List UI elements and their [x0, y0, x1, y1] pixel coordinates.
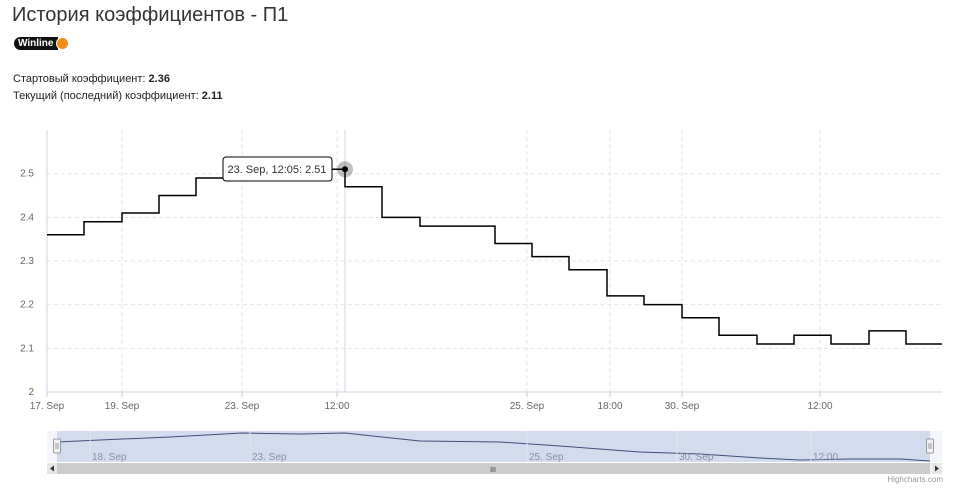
- tooltip: 23. Sep, 12:05: 2.51: [222, 156, 333, 182]
- tooltip-box: [222, 156, 333, 182]
- x-tick-label: 25. Sep: [510, 401, 545, 412]
- handle-body[interactable]: [926, 438, 934, 454]
- navigator-label: 12:00: [813, 452, 838, 463]
- x-tick-label: 17. Sep: [30, 401, 65, 412]
- current-coefficient-value: 2.11: [201, 90, 223, 102]
- start-coefficient: Стартовый коэффициент: 2.36: [13, 73, 170, 85]
- navigator-label: 30. Sep: [679, 452, 714, 463]
- page-title: История коэффициентов - П1: [12, 4, 289, 26]
- navigator-selection[interactable]: [57, 431, 930, 462]
- bookmaker-label: Winline: [14, 37, 59, 50]
- y-tick-label: 2.5: [20, 169, 34, 180]
- scrollbar-grip-icon: III: [490, 467, 496, 474]
- credits-text[interactable]: Highcharts.com: [887, 475, 943, 484]
- y-tick-label: 2.4: [20, 212, 34, 223]
- chart-grid: [46, 130, 942, 392]
- scrollbar-thumb[interactable]: [57, 463, 930, 474]
- x-tick-label: 18:00: [597, 401, 622, 412]
- current-coefficient: Текущий (последний) коэффициент: 2.11: [13, 90, 223, 102]
- bookmaker-badge[interactable]: Winline: [14, 37, 70, 50]
- navigator-label: 25. Sep: [529, 452, 564, 463]
- y-tick-label: 2.3: [20, 256, 34, 267]
- navigator-label: 23. Sep: [252, 452, 287, 463]
- navigator-label: 18. Sep: [92, 452, 127, 463]
- y-axis: 2 2.1 2.2 2.3 2.4 2.5: [20, 130, 48, 398]
- navigator-scrollbar[interactable]: III: [47, 463, 942, 474]
- x-tick-label: 19. Sep: [105, 401, 140, 412]
- start-coefficient-label: Стартовый коэффициент:: [13, 73, 149, 85]
- y-tick-label: 2.2: [20, 300, 34, 311]
- hover-dot[interactable]: [342, 166, 348, 173]
- x-axis: 17. Sep 19. Sep 23. Sep 12:00 25. Sep 18:00 30…: [30, 391, 942, 412]
- x-tick-label: 23. Sep: [225, 401, 260, 412]
- x-tick-label: 30. Sep: [665, 401, 700, 412]
- y-tick-label: 2.1: [20, 343, 34, 354]
- start-coefficient-value: 2.36: [148, 73, 170, 85]
- hover-point[interactable]: [337, 161, 353, 178]
- current-coefficient-label: Текущий (последний) коэффициент:: [13, 90, 202, 102]
- x-tick-label: 12:00: [807, 401, 832, 412]
- tooltip-text: 23. Sep, 12:05: 2.51: [227, 164, 326, 176]
- navigator-series: [56, 432, 931, 462]
- navigator-handle-left[interactable]: [53, 438, 61, 454]
- navigator-handle-right[interactable]: [926, 438, 934, 454]
- x-tick-label: 12:00: [324, 401, 349, 412]
- bookmaker-status-dot: [56, 37, 70, 50]
- handle-body[interactable]: [53, 438, 61, 454]
- navigator[interactable]: 18. Sep 23. Sep 25. Sep 30. Sep 12:00 III: [47, 431, 942, 474]
- arrow-left-icon: [50, 465, 54, 472]
- y-tick-label: 2: [28, 387, 34, 398]
- series-line[interactable]: [47, 168, 942, 345]
- arrow-right-icon: [935, 465, 939, 472]
